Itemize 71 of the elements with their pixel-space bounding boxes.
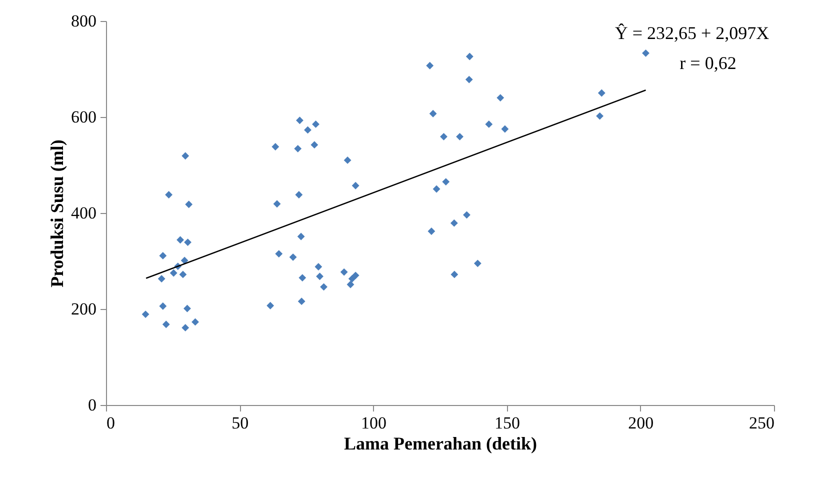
point	[266, 302, 274, 310]
point	[314, 263, 322, 270]
point	[426, 62, 434, 70]
point	[158, 275, 166, 282]
x-axis-title: Lama Pemerahan (detik)	[344, 434, 537, 454]
point	[316, 272, 324, 280]
point	[304, 126, 312, 134]
point	[273, 200, 281, 208]
point	[176, 236, 184, 244]
x-tick-label: 150	[494, 414, 520, 432]
point	[501, 125, 509, 133]
point	[182, 324, 190, 332]
point	[642, 49, 650, 57]
point	[165, 191, 172, 198]
point	[344, 156, 352, 164]
point	[298, 298, 306, 306]
annotation: r = 0,62	[680, 53, 736, 73]
point	[496, 94, 504, 102]
point	[450, 219, 458, 227]
x-tick-label: 100	[360, 414, 386, 432]
point	[192, 318, 199, 326]
point	[466, 52, 474, 60]
point	[142, 310, 150, 318]
point	[474, 260, 482, 268]
point	[320, 283, 328, 291]
point	[295, 191, 303, 198]
point	[297, 232, 305, 240]
point	[272, 143, 280, 150]
annotation: Ŷ = 232,65 + 2,097X	[614, 23, 770, 43]
y-tick-label: 0	[88, 396, 96, 414]
point	[182, 152, 190, 160]
point	[596, 112, 604, 120]
point	[275, 250, 283, 258]
point	[432, 185, 440, 193]
point	[296, 116, 304, 124]
point	[159, 302, 167, 310]
point	[465, 76, 473, 84]
point	[463, 211, 470, 219]
point	[312, 120, 320, 128]
point	[440, 132, 448, 140]
point	[456, 132, 464, 140]
point	[340, 268, 348, 276]
point	[485, 120, 493, 128]
point	[346, 280, 354, 288]
y-tick-label: 600	[71, 108, 96, 126]
point	[298, 274, 306, 282]
point	[310, 141, 318, 149]
point	[289, 253, 297, 261]
y-tick-label: 200	[71, 300, 96, 318]
point	[598, 89, 606, 97]
x-tick-label: 50	[232, 414, 249, 432]
point	[442, 178, 450, 186]
point	[352, 272, 360, 280]
y-tick-label: 800	[71, 12, 96, 30]
point	[159, 252, 167, 260]
point	[180, 256, 188, 264]
point	[162, 320, 170, 328]
point	[429, 110, 437, 118]
y-tick-label: 400	[71, 204, 96, 222]
point	[352, 182, 360, 190]
y-axis-title: Produksi Susu (ml)	[47, 140, 67, 288]
point	[179, 270, 187, 278]
point	[294, 144, 302, 152]
x-tick-label: 200	[628, 414, 654, 432]
point	[450, 270, 458, 278]
point	[170, 269, 178, 277]
x-tick-label: 0	[106, 414, 115, 432]
point	[185, 200, 193, 208]
point	[428, 228, 436, 235]
point	[184, 238, 192, 246]
x-tick-label: 250	[749, 414, 774, 432]
